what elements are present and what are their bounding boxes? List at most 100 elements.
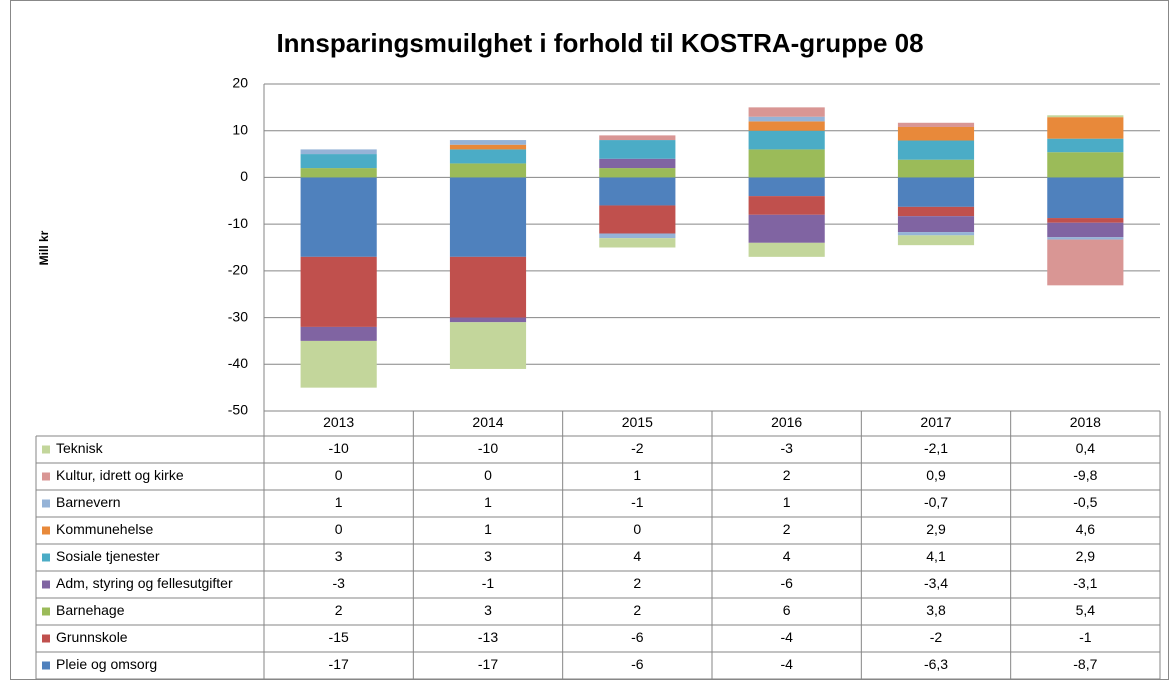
chart-title: Innsparingsmuilghet i forhold til KOSTRA… [276,28,923,58]
table-cell: 1 [783,494,791,510]
table-cell: -10 [478,440,498,456]
table-cell: 0 [335,521,343,537]
table-cell: 2,9 [926,521,946,537]
table-cell: 1 [484,521,492,537]
table-cell: -0,5 [1073,494,1097,510]
table-cell: 4 [783,548,791,564]
table-cell: -8,7 [1073,656,1097,672]
y-tick-label: -50 [228,402,248,418]
table-cell: 4 [633,548,641,564]
bar-segment [599,158,676,169]
table-cell: -2,1 [924,440,948,456]
table-cell: 3 [484,602,492,618]
bar-segment [748,130,825,150]
table-cell: -3,1 [1073,575,1097,591]
bar-segment [449,256,527,318]
table-cell: -2 [930,629,943,645]
table-cell: 2,9 [1076,548,1096,564]
table-cell: 5,4 [1076,602,1096,618]
y-tick-label: -30 [228,308,248,324]
table-cell: -1 [631,494,644,510]
x-tick-label: 2015 [622,414,653,430]
table-cell: 4,1 [926,548,946,564]
legend-label: Grunnskole [56,629,128,645]
bar-segment [897,159,975,178]
table-cell: -15 [329,629,349,645]
bar-segment [300,154,377,169]
y-axis-label: Mill kr [37,230,51,265]
legend-label: Barnehage [56,602,125,618]
legend-key [42,445,50,454]
table-cell: 3 [484,548,492,564]
table-cell: 1 [484,494,492,510]
table-cell: 0,9 [926,467,946,483]
bar-segment [1047,237,1124,240]
bar-segment [1047,222,1124,238]
table-cell: -6 [631,656,644,672]
legend-key [42,472,50,481]
legend-key [42,661,50,670]
legend-key [42,553,50,562]
bar-segment [449,317,527,323]
bar-segment [748,121,825,131]
bar-segment [599,233,676,239]
bar-segment [599,140,676,159]
bar-segment [748,214,825,243]
table-cell: -2 [631,440,644,456]
bar-segment [1047,138,1124,153]
table-cell: 0 [484,467,492,483]
bar-segment [1047,177,1124,219]
x-tick-label: 2018 [1070,414,1101,430]
bar-segment [599,135,676,141]
bar-segment [300,326,377,341]
bar-segment [300,340,377,388]
bar-segment [748,196,825,215]
bar-segment [449,144,527,150]
bar-segment [748,177,825,197]
table-cell: 2 [633,602,641,618]
bar-segment [897,177,975,207]
table-cell: 0 [633,521,641,537]
y-tick-label: -10 [228,215,248,231]
bar-segment [449,149,527,164]
bar-segment [300,177,377,257]
table-cell: -0,7 [924,494,948,510]
legend-key [42,580,50,589]
table-cell: -4 [780,656,793,672]
x-tick-label: 2013 [323,414,354,430]
table-cell: 1 [633,467,641,483]
legend-label: Sosiale tjenester [56,548,160,564]
bar-segment [897,122,975,127]
legend-label: Barnevern [56,494,121,510]
bar-segment [897,140,975,160]
bar-segment [300,149,377,155]
bar-segment [449,177,527,257]
table-cell: -17 [478,656,498,672]
bar-segment [300,256,377,327]
table-cell: -6 [780,575,793,591]
bar-segment [1047,218,1124,223]
table-cell: -1 [1079,629,1092,645]
legend-label: Kommunehelse [56,521,153,537]
bar-segment [1047,239,1124,286]
bar-segment [1047,117,1124,139]
table-cell: -6 [631,629,644,645]
table-cell: 2 [633,575,641,591]
legend-key [42,607,50,616]
bar-segment [897,232,975,236]
bar-segment [897,235,975,246]
legend-label: Kultur, idrett og kirke [56,467,184,483]
table-cell: 4,6 [1076,521,1096,537]
bar-segment [897,206,975,217]
bar-segment [897,216,975,233]
table-cell: -3 [332,575,345,591]
bar-segment [449,140,527,145]
x-tick-label: 2017 [920,414,951,430]
legend-key [42,499,50,508]
bar-segment [599,177,676,206]
table-cell: -13 [478,629,498,645]
table-cell: -4 [780,629,793,645]
bar-segment [449,322,527,369]
bar-segment [748,242,825,257]
table-cell: -6,3 [924,656,948,672]
